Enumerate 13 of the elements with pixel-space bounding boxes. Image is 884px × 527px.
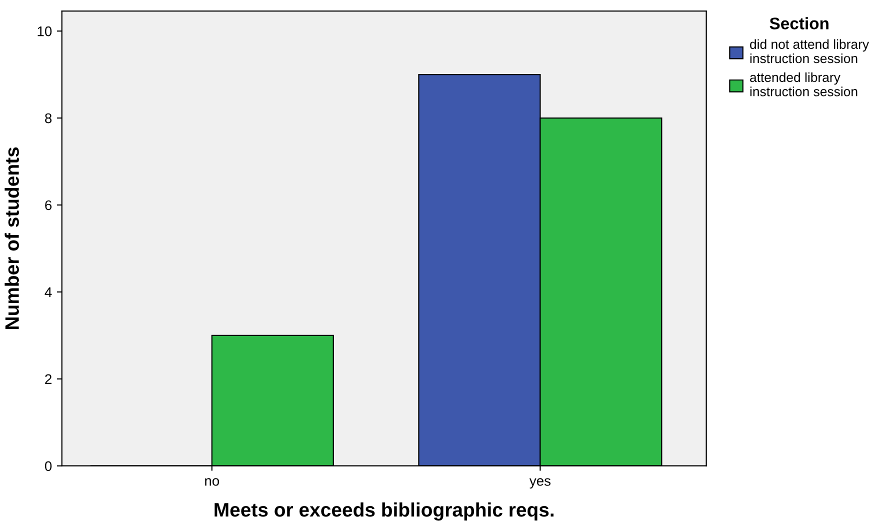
x-tick-label: yes [529,478,551,489]
y-tick-label: 10 [38,26,52,36]
y-tick-label: 0 [44,461,52,472]
y-tick-label: 4 [44,287,52,297]
y-tick-label: 8 [45,113,52,124]
x-tick-label: no [205,478,220,486]
y-tick-label: 2 [45,374,52,384]
legend-label: attended library instruction session [750,72,858,96]
y-tick-label: 6 [45,200,52,210]
x-axis-title: Meets or exceeds bibliographic reqs. [214,502,554,521]
y-axis-title: Number of students [4,147,19,329]
legend-label: did not attend library instruction session [750,39,870,64]
legend-title: Section [770,17,828,30]
